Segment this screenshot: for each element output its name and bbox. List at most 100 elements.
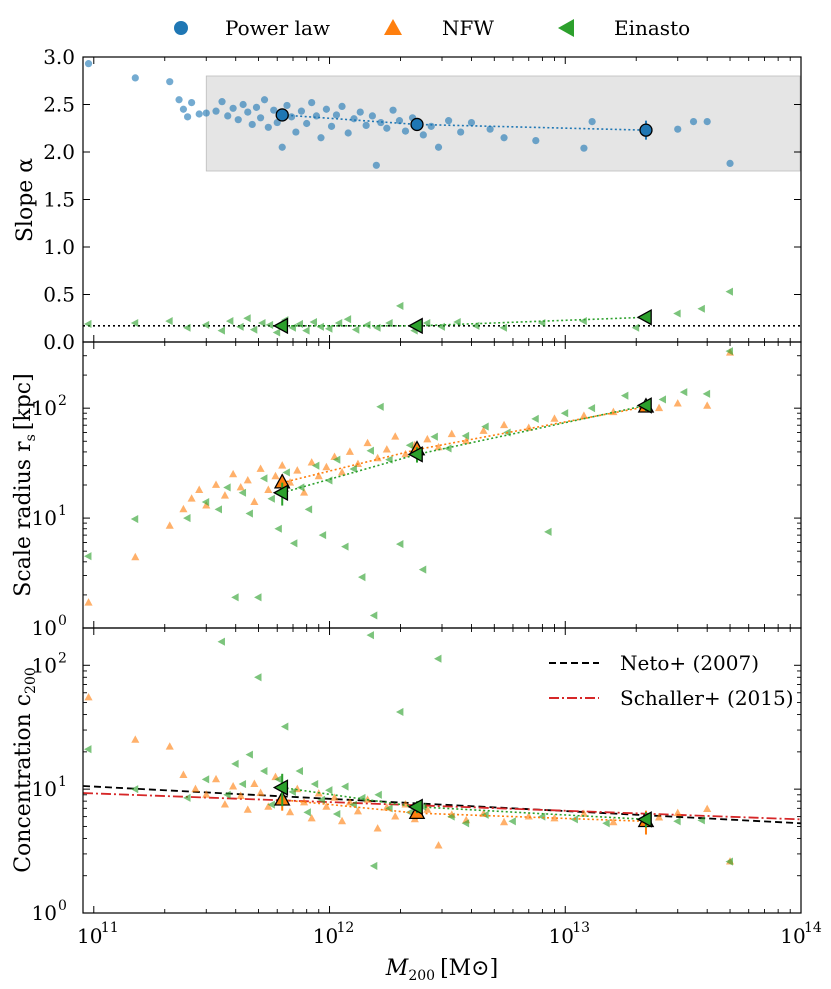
einasto-point [673, 309, 681, 318]
power-law-binned-marker [639, 123, 653, 137]
y-tick-label: 10 [32, 616, 57, 640]
nfw-binned-line [282, 405, 647, 484]
power-law-point [308, 99, 316, 107]
power-law-point [264, 123, 272, 131]
y-tick-exponent: 2 [58, 650, 67, 666]
y-tick-exponent: 0 [58, 613, 67, 629]
nfw-point [500, 420, 509, 429]
power-law-point [467, 118, 476, 127]
nfw-point [337, 816, 347, 825]
einasto-point [280, 722, 289, 731]
einasto-point [537, 812, 546, 821]
x-axis-label-sub: 200 [408, 968, 435, 984]
power-law-point [395, 117, 404, 125]
einasto-binned-line [282, 404, 647, 494]
nfw-point [256, 788, 265, 796]
einasto-point [267, 800, 275, 809]
power-law-point [166, 78, 174, 86]
nfw-point [250, 497, 259, 505]
power-law-point [248, 120, 256, 129]
nfw-point [293, 466, 302, 474]
nfw-point [243, 805, 252, 813]
einasto-point [631, 323, 640, 332]
nfw-point [423, 434, 432, 443]
power-law-point [183, 113, 192, 121]
einasto-binned-line [282, 316, 647, 327]
power-law-point [179, 105, 188, 113]
einasto-point [238, 488, 247, 497]
einasto-point [325, 324, 333, 333]
nfw-point [550, 813, 559, 822]
einasto-point [243, 314, 251, 323]
power-law-point [131, 74, 139, 82]
nfw-point [220, 491, 229, 499]
einasto-point [620, 391, 629, 400]
power-law-point [372, 161, 380, 169]
scale-radius-frame [82, 341, 802, 629]
nfw-point [373, 824, 382, 832]
power-law-point [256, 114, 265, 122]
nfw-point [609, 817, 618, 826]
einasto-point [325, 786, 333, 795]
einasto-binned-marker [407, 798, 423, 816]
einasto-point [303, 808, 311, 817]
nfw-point [655, 403, 664, 412]
einasto-point [673, 817, 681, 826]
power-law-point [278, 143, 286, 151]
power-law-point [327, 122, 336, 130]
y-tick-label: 10 [32, 901, 57, 925]
scale-radius-content [84, 347, 735, 620]
einasto-point [223, 483, 231, 492]
einasto-point [418, 565, 427, 574]
x-tick-exponent: 14 [804, 920, 822, 936]
legend-label-nfw: NFW [442, 16, 494, 40]
power-law-point [445, 117, 453, 125]
y-tick-label: 0.0 [43, 330, 75, 354]
nfw-point [285, 807, 295, 816]
einasto-point [245, 750, 253, 759]
power-law-point [383, 124, 391, 132]
einasto-point [334, 318, 343, 328]
y-tick-label: 2.5 [43, 93, 75, 117]
legend-marker-einasto [558, 19, 574, 37]
einasto-point [311, 461, 320, 470]
nfw-point [179, 504, 188, 513]
nfw-point [330, 793, 339, 801]
nfw-point [363, 438, 372, 447]
einasto-point [130, 515, 139, 524]
nfw-point [401, 449, 410, 458]
power-law-point [532, 137, 540, 145]
einasto-point [508, 817, 516, 826]
power-law-point [229, 104, 237, 112]
einasto-point [274, 524, 282, 533]
power-law-point [419, 131, 427, 139]
y-tick-label: 10 [32, 653, 57, 677]
nfw-point [202, 501, 211, 509]
nfw-point [264, 485, 273, 493]
nfw-point [211, 774, 221, 783]
einasto-point [217, 637, 225, 646]
y-tick-exponent: 0 [58, 898, 67, 914]
nfw-point [236, 482, 245, 491]
scale-radius-ylabel: Scale radius rs [kpc] [11, 373, 39, 596]
nfw-point [256, 464, 265, 472]
power-law-point [368, 112, 376, 120]
nfw-point [307, 458, 316, 466]
nfw-point [229, 469, 238, 478]
einasto-point [437, 322, 445, 331]
einasto-point [130, 785, 139, 794]
nfw-point [243, 475, 252, 484]
nfw-point [703, 401, 712, 409]
einasto-point [422, 318, 431, 328]
einasto-point [332, 455, 341, 464]
einasto-point [544, 527, 552, 536]
einasto-point [374, 790, 382, 799]
nfw-point [250, 779, 259, 787]
einasto-point [461, 819, 470, 828]
x-axis-label-main: M [385, 956, 409, 981]
einasto-binned-marker [407, 446, 423, 463]
einasto-point [130, 318, 139, 328]
nfw-point [401, 800, 410, 808]
power-law-point [689, 118, 698, 126]
